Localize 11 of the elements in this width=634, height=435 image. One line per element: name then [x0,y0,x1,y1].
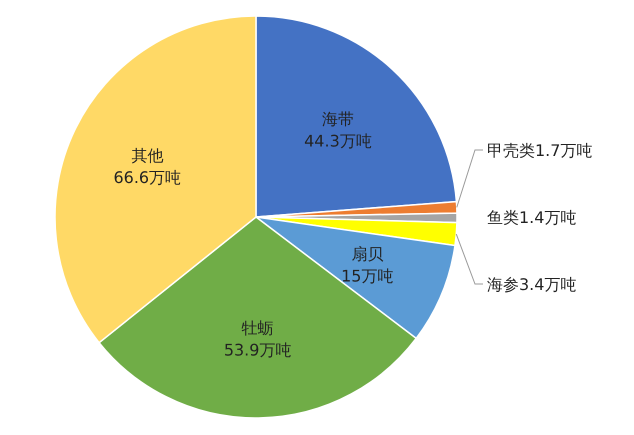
slice-label: 海带 [322,110,354,129]
data-label: 66.6万吨 [113,168,182,187]
slice-label: 其他 [131,146,164,165]
data-label: 44.3万吨 [304,132,372,151]
slice-label: 扇贝 [351,244,384,264]
slice-label: 鱼类1.4万吨 [487,208,576,227]
slice-label: 牡蛎 [242,318,274,338]
data-label: 15万吨 [341,266,394,286]
slice-label: 海参3.4万吨 [487,275,576,294]
data-label: 53.9万吨 [224,340,292,360]
slice-label: 甲壳类1.7万吨 [487,141,592,160]
